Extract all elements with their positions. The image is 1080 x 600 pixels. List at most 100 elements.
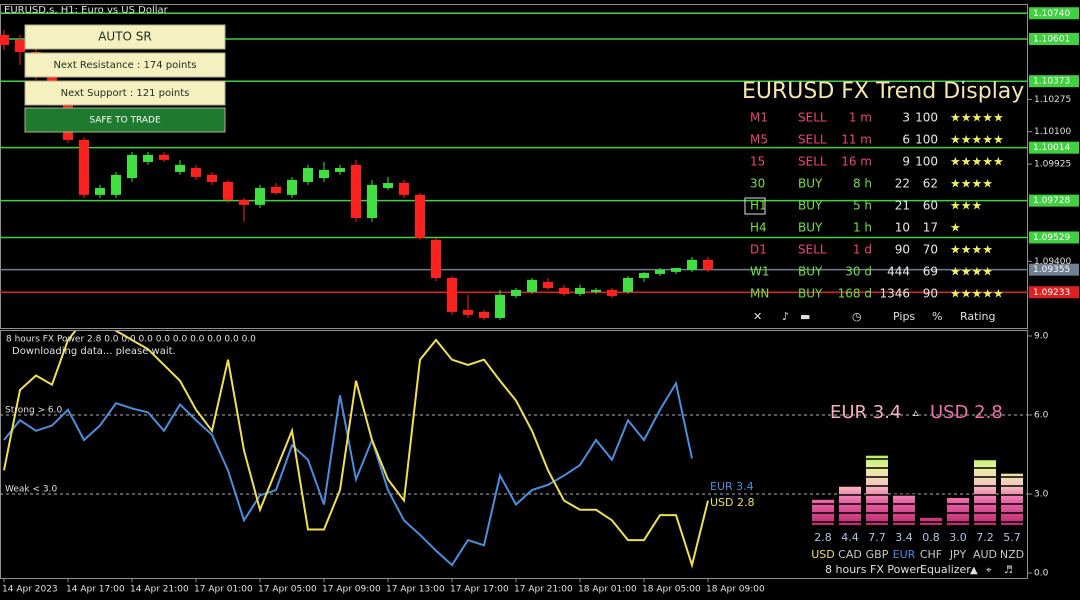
trend-cell: 15 [750, 155, 765, 169]
candle-body [639, 273, 649, 279]
price-label: 1.09728 [1033, 196, 1070, 206]
power-summary: EUR 3.4 [830, 402, 901, 423]
equalizer-name: CAD [838, 548, 862, 561]
trend-cell: 90 [895, 243, 910, 257]
chart-title: EURUSD.s, H1: Euro vs US Dollar [4, 5, 169, 16]
x-tick-label: 17 Apr 09:00 [322, 585, 381, 595]
trend-cell: 5 h [853, 199, 872, 213]
candle-body [239, 199, 249, 205]
equalizer-name: EUR [893, 548, 916, 561]
candle-body [463, 309, 473, 315]
timeframe-box [744, 197, 766, 215]
price-box [1029, 7, 1079, 20]
x-tick-label: 17 Apr 01:00 [194, 585, 253, 595]
candle-body [575, 288, 585, 294]
trend-cell: ★★★★ [950, 265, 993, 279]
candle-body [687, 259, 697, 270]
equalizer-value: 7.2 [976, 531, 994, 544]
trend-cell: ★★★★ [950, 177, 993, 191]
price-label: 1.10373 [1033, 77, 1070, 87]
power-line [3, 331, 709, 569]
candle-body [351, 164, 361, 219]
y-tick-label: 1.10100 [1034, 127, 1071, 137]
x-tick-label: 17 Apr 21:00 [514, 585, 573, 595]
trend-cell: 9 [902, 155, 910, 169]
price-label: 1.10014 [1033, 143, 1070, 153]
equalizer-name: GBP [866, 548, 889, 561]
candle-body [319, 169, 329, 179]
trend-cell: SELL [798, 111, 827, 125]
x-tick-label: 18 Apr 05:00 [642, 585, 701, 595]
price-label: 1.10601 [1033, 34, 1070, 44]
x-tick-label: 14 Apr 21:00 [130, 585, 189, 595]
trend-cell: 30 [750, 177, 765, 191]
trend-cell: H4 [750, 221, 767, 235]
candle-body [671, 268, 681, 272]
trend-cell: 90 [923, 287, 938, 301]
trend-cell: ★ [950, 221, 961, 235]
x-tick-label: 17 Apr 05:00 [258, 585, 317, 595]
price-box [1029, 141, 1079, 154]
equalizer-bar [839, 485, 861, 525]
equalizer-value: 4.4 [841, 531, 859, 544]
trend-cell: ★★★★★ [950, 133, 1004, 147]
equalizer-bar [974, 460, 996, 525]
sr-panel-cell [24, 107, 226, 133]
candle-body [479, 311, 489, 319]
x-tick-label: 17 Apr 17:00 [450, 585, 509, 595]
equalizer-name: CHF [920, 548, 942, 561]
candle-body [415, 194, 425, 239]
trend-cell: H1 [750, 199, 767, 213]
candle-body [431, 239, 441, 279]
price-box [1029, 75, 1079, 88]
candle-body [223, 181, 233, 200]
trend-icon: ◷ [852, 310, 862, 323]
y-tick-label: 1.09925 [1034, 160, 1071, 170]
trend-cell: 1 h [853, 221, 872, 235]
trend-cell: BUY [798, 177, 823, 191]
equalizer-value: 2.8 [814, 531, 832, 544]
trend-cell: 70 [923, 243, 938, 257]
trend-icon: ▬ [800, 310, 810, 323]
y-tick-label: 3.0 [1034, 490, 1049, 500]
power-pane [0, 330, 1028, 579]
x-tick-label: 14 Apr 2023 [2, 585, 58, 595]
equalizer-value: 3.4 [895, 531, 913, 544]
x-tick-label: 17 Apr 13:00 [386, 585, 445, 595]
equalizer-name: AUD [973, 548, 997, 561]
candle-body [95, 188, 105, 195]
trend-cell: 17 [923, 221, 938, 235]
price-box [1029, 231, 1079, 244]
candle-body [511, 289, 521, 296]
trend-cell: ★★★★★ [950, 155, 1004, 169]
trend-cell: 1 d [853, 243, 872, 257]
equalizer-bar [947, 498, 969, 525]
candle-body [111, 174, 121, 195]
equalizer-bar [866, 455, 888, 525]
line-end-label: USD 2.8 [710, 496, 755, 509]
trend-cell: 62 [923, 177, 938, 191]
candle-body [191, 168, 201, 177]
trend-cell: 22 [895, 177, 910, 191]
price-box [1029, 32, 1079, 45]
price-label: 1.10740 [1033, 9, 1070, 19]
candle-body [0, 34, 9, 45]
equalizer-name: USD [811, 548, 835, 561]
pane-subtitle: Downloading data... please wait. [12, 346, 176, 357]
trend-cell: ★★★ [950, 199, 982, 213]
equalizer-footer: Equalizer [920, 563, 971, 576]
candle-body [591, 289, 601, 292]
trend-cell: ★★★★ [950, 243, 993, 257]
trend-cell: BUY [798, 221, 823, 235]
y-tick-label: 1.10275 [1034, 95, 1071, 105]
candle-body [383, 183, 393, 189]
trend-cell: 60 [923, 199, 938, 213]
trend-cell: 100 [915, 111, 938, 125]
trend-footer: % [932, 310, 942, 323]
candle-body [399, 183, 409, 195]
price-pane [0, 4, 1028, 329]
equalizer-icon: ▲ [970, 565, 978, 576]
trend-icon: ✕ [753, 310, 762, 323]
